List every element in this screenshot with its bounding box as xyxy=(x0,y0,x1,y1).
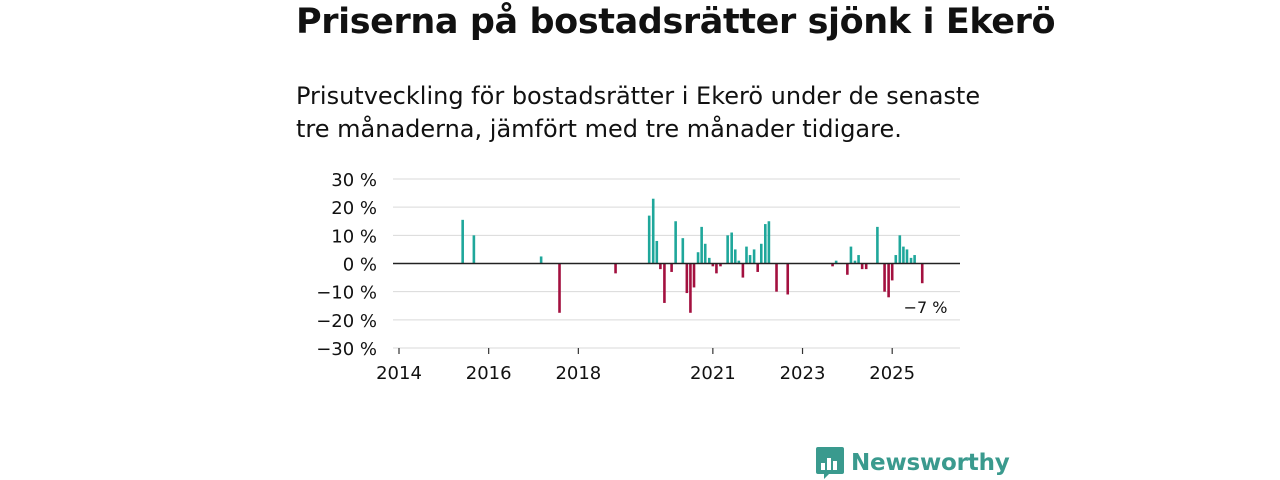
bar xyxy=(461,219,464,264)
bar xyxy=(853,260,857,264)
bar xyxy=(614,263,617,274)
x-tick-label: 2014 xyxy=(376,363,422,384)
chart-title: Priserna på bostadsrätter sjönk i Ekerö xyxy=(296,2,1056,42)
x-tick-label: 2021 xyxy=(690,363,736,384)
bar xyxy=(472,235,476,264)
bar xyxy=(898,235,902,264)
x-tick-label: 2023 xyxy=(780,363,826,384)
bar xyxy=(733,249,737,264)
bar xyxy=(890,263,894,281)
bar xyxy=(703,243,707,264)
bar xyxy=(539,256,543,264)
bar xyxy=(692,263,696,288)
newsworthy-logo-icon xyxy=(816,447,844,479)
bar xyxy=(775,263,778,292)
bar xyxy=(711,263,715,267)
bar xyxy=(913,255,916,264)
bar xyxy=(834,260,838,264)
bar xyxy=(681,238,685,264)
last-value-annotation: −7 % xyxy=(904,298,948,317)
bar xyxy=(909,257,913,264)
bar xyxy=(846,263,849,275)
bar xyxy=(715,263,718,274)
bar xyxy=(689,263,692,313)
bar xyxy=(764,224,767,264)
y-tick-label: 20 % xyxy=(331,198,377,219)
bar xyxy=(857,255,860,264)
bar xyxy=(651,198,655,264)
chart-subtitle: Prisutveckling för bostadsrätter i Ekerö… xyxy=(296,82,981,143)
bar xyxy=(700,226,703,264)
bar xyxy=(883,263,886,292)
bar xyxy=(860,263,864,270)
y-tick-label: 10 % xyxy=(331,226,377,247)
y-tick-label: −30 % xyxy=(316,339,377,360)
bar xyxy=(696,252,700,264)
bar xyxy=(719,263,722,267)
y-tick-label: −20 % xyxy=(316,311,377,332)
bar xyxy=(752,249,756,264)
bar xyxy=(647,215,651,264)
bar xyxy=(558,263,561,313)
bar xyxy=(902,246,905,264)
bar xyxy=(849,246,853,264)
newsworthy-logo-text: Newsworthy xyxy=(851,450,1010,476)
y-tick-label: −10 % xyxy=(316,283,377,304)
bar xyxy=(674,221,677,264)
bar xyxy=(905,249,909,264)
bar xyxy=(864,263,868,270)
bar xyxy=(756,263,759,272)
bar xyxy=(759,243,763,264)
bar xyxy=(894,255,898,264)
bar xyxy=(767,221,771,264)
bar xyxy=(786,263,790,295)
bar xyxy=(685,263,689,294)
x-tick-label: 2018 xyxy=(555,363,601,384)
newsworthy-logo: Newsworthy xyxy=(815,446,1010,480)
x-tick-label: 2025 xyxy=(869,363,915,384)
bar xyxy=(655,240,659,264)
y-tick-label: 0 % xyxy=(343,255,377,276)
bar xyxy=(730,232,733,264)
bar xyxy=(748,255,752,264)
y-tick-label: 30 % xyxy=(331,170,377,191)
bar xyxy=(726,235,729,264)
bar xyxy=(670,263,673,272)
axes: 30 % 20 % 10 % 0 % −10 % −20 % −30 % 2014 2016 20… xyxy=(316,170,960,384)
bar xyxy=(663,263,666,303)
bar xyxy=(920,263,924,284)
bars xyxy=(461,198,924,313)
bar xyxy=(876,226,879,264)
bar xyxy=(707,257,711,264)
bar xyxy=(741,263,745,278)
bar xyxy=(659,263,662,270)
gridlines xyxy=(393,178,960,349)
bar xyxy=(831,263,834,267)
bar xyxy=(737,260,741,264)
x-tick-label: 2016 xyxy=(466,363,512,384)
bar xyxy=(887,263,890,298)
bar xyxy=(745,246,748,264)
